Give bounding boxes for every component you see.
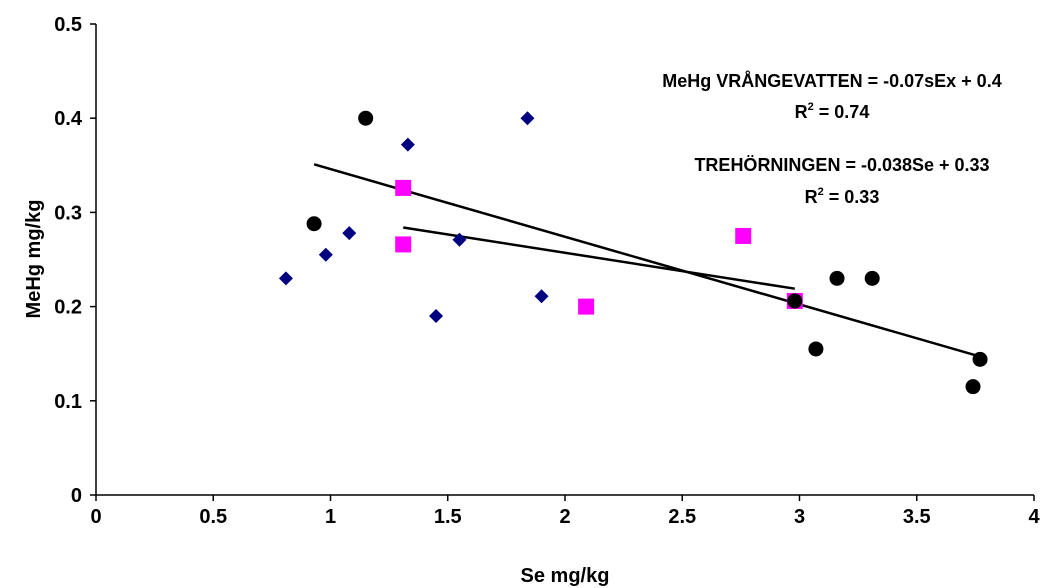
square-point: [735, 227, 752, 244]
x-tick-label: 2.5: [668, 506, 696, 528]
circle-point: [864, 270, 880, 286]
square-point: [395, 179, 412, 196]
trendline: [313, 163, 981, 358]
x-tick-label: 3: [794, 506, 805, 528]
diamond-point: [318, 247, 333, 262]
circle-point: [358, 110, 374, 126]
circle-point: [829, 270, 845, 286]
diamond-point: [452, 232, 467, 247]
x-tick-label: 1: [325, 506, 336, 528]
x-tick-label: 0: [90, 506, 101, 528]
y-tick-label: 0: [71, 485, 82, 507]
r2-vrangevatten: R2 = 0.74: [795, 101, 870, 122]
r2-trehorningen: R2 = 0.33: [805, 186, 880, 207]
circle-point: [965, 379, 981, 395]
x-tick-label: 0.5: [199, 506, 227, 528]
regression-annotation-trehorningen: TREHÖRNINGEN = -0.038Se + 0.33 R2 = 0.33: [694, 155, 989, 207]
y-tick-label: 0.3: [54, 202, 82, 224]
equation-trehorningen: TREHÖRNINGEN = -0.038Se + 0.33: [694, 155, 989, 175]
axes: [95, 24, 1034, 496]
y-tick-label: 0.2: [54, 297, 82, 319]
square-point: [578, 298, 595, 315]
regression-annotation-vrangevatten: MeHg VRÅNGEVATTEN = -0.07sEx + 0.4 R2 = …: [662, 71, 1001, 122]
equation-vrangevatten: MeHg VRÅNGEVATTEN = -0.07sEx + 0.4: [662, 71, 1001, 91]
x-tick-label: 3.5: [903, 506, 931, 528]
trendline: [403, 226, 796, 290]
diamond-point: [342, 226, 357, 241]
diamond-point: [534, 289, 549, 304]
x-tick-label: 4: [1028, 506, 1040, 528]
circle-point: [306, 216, 322, 232]
x-tick-label: 1.5: [434, 506, 462, 528]
square-point: [395, 236, 412, 253]
ticks: [90, 23, 1035, 501]
y-tick-label: 0.4: [54, 108, 83, 130]
trendlines: [313, 163, 981, 358]
diamond-point: [520, 111, 535, 126]
diamond-point: [400, 137, 415, 152]
y-tick-label: 0.5: [54, 14, 82, 36]
diamond-point: [278, 271, 293, 286]
data-points: [278, 110, 988, 395]
x-axis-title: Se mg/kg: [521, 565, 610, 587]
x-tick-label: 2: [559, 506, 570, 528]
circle-point: [787, 293, 803, 309]
tick-labels: 0 0.5 1 1.5 2 2.5 3 3.5 4 0 0.1 0.2 0.3 0.4 0.5: [54, 14, 1040, 528]
y-tick-label: 0.1: [54, 391, 82, 413]
circle-point: [972, 351, 988, 367]
diamond-point: [429, 309, 444, 324]
y-axis-title: MeHg mg/kg: [23, 200, 45, 319]
circle-point: [808, 341, 824, 357]
